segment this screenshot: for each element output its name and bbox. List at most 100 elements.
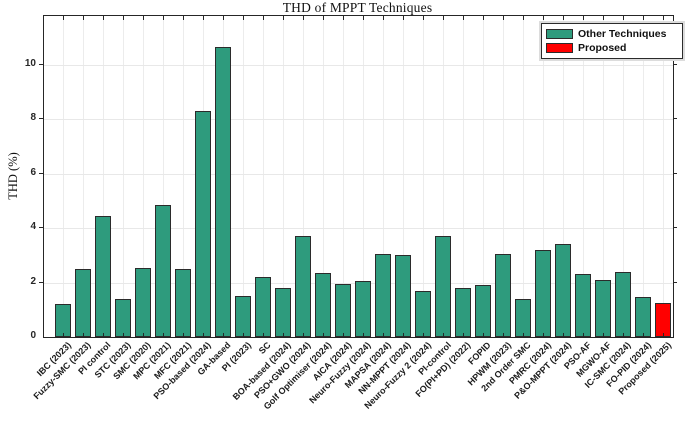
x-tick-mark-top (622, 16, 624, 20)
x-tick-mark-top (602, 16, 604, 20)
y-tick-mark-right (673, 227, 677, 228)
gridline-vertical (82, 16, 84, 337)
bar (154, 205, 171, 337)
x-tick-mark-top (302, 16, 304, 20)
bar (214, 47, 231, 337)
x-tick-mark-top (202, 16, 204, 20)
gridline-vertical (282, 16, 284, 337)
gridline-vertical (102, 16, 104, 337)
x-tick-mark-top (162, 16, 164, 20)
x-tick-mark-top (442, 16, 444, 20)
gridline-vertical (182, 16, 184, 337)
x-tick-mark-bottom (602, 333, 604, 337)
gridline-vertical (642, 16, 644, 337)
x-tick-mark-bottom (502, 333, 504, 337)
x-tick-mark-bottom (202, 333, 204, 337)
gridline-vertical (502, 16, 504, 337)
x-tick-mark-bottom (222, 333, 224, 337)
legend-label-proposed: Proposed (578, 42, 627, 54)
x-tick-mark-top (522, 16, 524, 20)
x-tick-mark-bottom (482, 333, 484, 337)
gridline-vertical (302, 16, 304, 337)
bar (234, 296, 251, 337)
bar (554, 244, 571, 337)
bar (434, 236, 451, 337)
x-tick-mark-bottom (462, 333, 464, 337)
gridline-horizontal (44, 228, 673, 229)
x-tick-mark-top (242, 16, 244, 20)
x-tick-mark-bottom (442, 333, 444, 337)
gridline-vertical (482, 16, 484, 337)
y-tick-mark-left (39, 118, 43, 119)
bar (474, 285, 491, 337)
bar (194, 111, 211, 337)
x-tick-mark-bottom (582, 333, 584, 337)
x-tick-mark-bottom (82, 333, 84, 337)
x-tick-mark-top (182, 16, 184, 20)
x-tick-mark-top (382, 16, 384, 20)
x-tick-mark-bottom (162, 333, 164, 337)
y-tick-label: 2 (30, 275, 36, 287)
x-tick-mark-top (322, 16, 324, 20)
x-tick-mark-top (482, 16, 484, 20)
gridline-horizontal (44, 119, 673, 120)
gridline-horizontal (44, 173, 673, 175)
bar (274, 288, 291, 337)
bar (114, 299, 131, 337)
legend-swatch-other-icon (546, 29, 573, 39)
x-tick-mark-top (102, 16, 104, 20)
y-tick-label: 4 (30, 221, 36, 232)
x-tick-mark-bottom (522, 333, 524, 337)
bar (394, 255, 411, 337)
gridline-vertical (542, 16, 544, 337)
bar (634, 297, 651, 337)
legend-label-other: Other Techniques (578, 28, 667, 40)
x-tick-mark-top (402, 16, 404, 20)
x-tick-mark-bottom (622, 333, 624, 337)
y-tick-mark-left (39, 63, 43, 65)
plot-area (43, 15, 674, 338)
x-tick-mark-bottom (142, 333, 144, 337)
x-tick-mark-bottom (262, 333, 264, 337)
gridline-vertical (582, 16, 584, 337)
y-tick-mark-right (673, 63, 677, 65)
gridline-vertical (402, 16, 404, 337)
legend-row-other: Other Techniques (546, 27, 678, 41)
x-tick-mark-top (142, 16, 144, 20)
y-tick-mark-left (39, 172, 43, 174)
bar (74, 269, 91, 337)
bar (494, 254, 511, 337)
x-tick-mark-bottom (322, 333, 324, 337)
x-tick-mark-bottom (342, 333, 344, 337)
x-tick-mark-top (82, 16, 84, 20)
x-tick-mark-bottom (382, 333, 384, 337)
x-tick-mark-top (462, 16, 464, 20)
x-tick-mark-top (262, 16, 264, 20)
gridline-vertical (662, 16, 664, 337)
x-tick-mark-bottom (62, 333, 64, 337)
gridline-vertical (342, 16, 344, 337)
x-tick-mark-bottom (362, 333, 364, 337)
bar (254, 277, 271, 337)
legend-swatch-proposed-icon (546, 43, 573, 53)
bar (294, 236, 311, 337)
bar (614, 272, 631, 337)
gridline-vertical (422, 16, 424, 337)
bar (354, 281, 371, 337)
x-tick-mark-bottom (662, 333, 664, 337)
x-tick-mark-top (582, 16, 584, 20)
x-tick-mark-top (342, 16, 344, 20)
gridline-vertical (122, 16, 124, 337)
bar (574, 274, 591, 337)
x-tick-mark-bottom (422, 333, 424, 337)
bar (334, 284, 351, 337)
bar (514, 299, 531, 337)
x-tick-mark-bottom (242, 333, 244, 337)
bar (534, 250, 551, 337)
x-tick-mark-top (642, 16, 644, 20)
y-tick-mark-right (673, 281, 677, 283)
x-tick-mark-bottom (282, 333, 284, 337)
x-tick-mark-bottom (122, 333, 124, 337)
x-tick-mark-top (502, 16, 504, 20)
